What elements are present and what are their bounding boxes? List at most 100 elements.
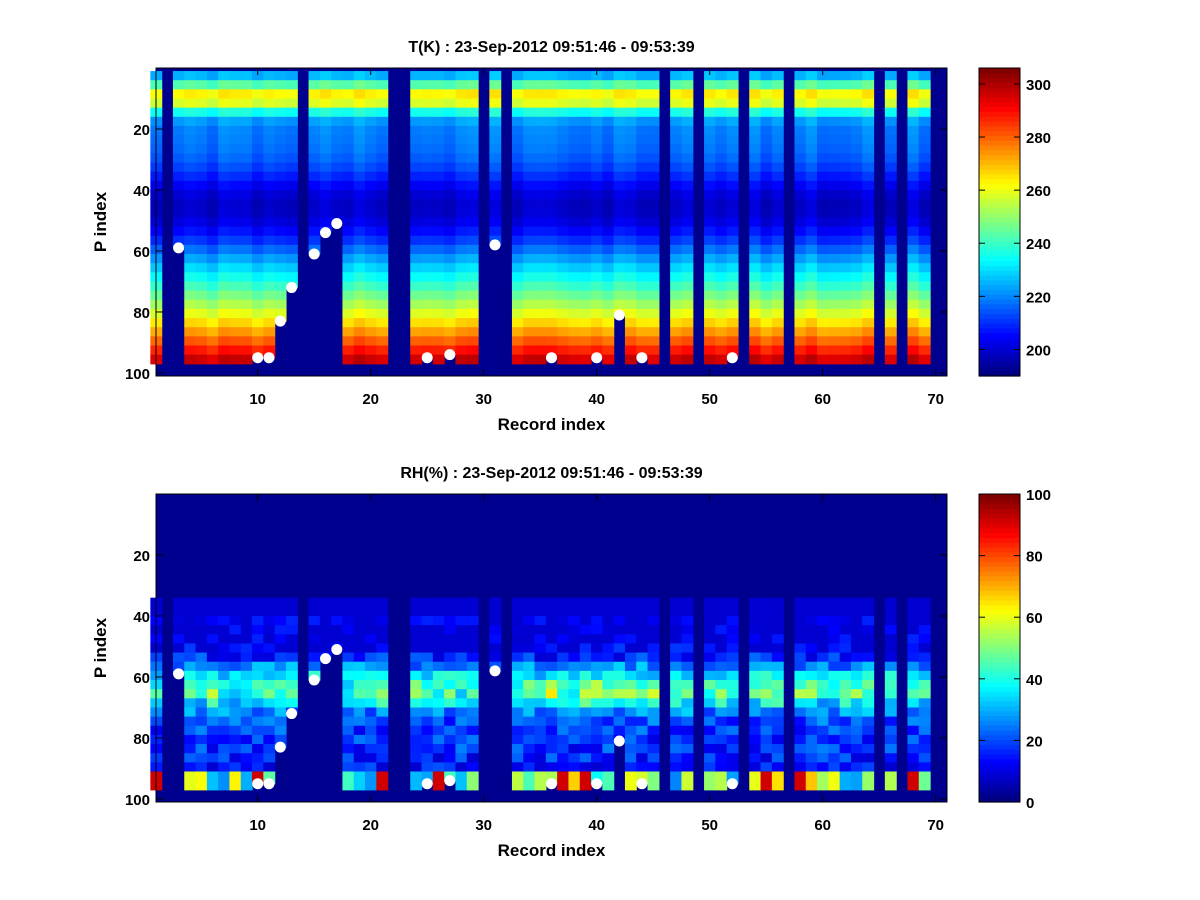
plot-frame	[155, 67, 948, 377]
heatmap-cell	[410, 345, 423, 356]
heatmap-cell	[828, 318, 841, 328]
heatmap-cell	[602, 281, 615, 292]
heatmap-cell	[613, 180, 626, 191]
heatmap-cell	[907, 318, 920, 328]
heatmap-cell	[602, 716, 615, 727]
colorbar-frame	[978, 493, 1021, 803]
heatmap-cell	[376, 661, 389, 672]
heatmap-cell	[252, 725, 264, 736]
heatmap-cell	[579, 71, 592, 81]
heatmap-cell	[602, 780, 615, 791]
heatmap-cell	[534, 107, 547, 118]
heatmap-cell	[839, 80, 852, 90]
heatmap-cell	[534, 281, 547, 292]
heatmap-cell	[557, 318, 570, 328]
heatmap-cell	[229, 318, 242, 328]
heatmap-cell	[794, 689, 807, 699]
heatmap-cell	[285, 180, 298, 191]
heatmap-cell	[624, 171, 637, 182]
colorbar-segment	[979, 154, 1020, 161]
heatmap-cell	[206, 235, 219, 246]
heatmap-cell	[850, 208, 863, 219]
heatmap-cell	[670, 189, 683, 200]
heatmap-cell	[726, 670, 739, 681]
heatmap-cell	[229, 235, 242, 246]
heatmap-cell	[376, 171, 389, 182]
heatmap-cell	[410, 98, 423, 109]
heatmap-cell	[285, 272, 298, 283]
heatmap-cell	[410, 753, 423, 763]
heatmap-cell	[365, 290, 377, 301]
heatmap-cell	[670, 208, 683, 219]
heatmap-cell	[195, 734, 208, 745]
heatmap-cell	[613, 71, 626, 81]
heatmap-cell	[308, 615, 321, 626]
heatmap-cell	[410, 652, 423, 663]
heatmap-cell	[252, 327, 264, 337]
heatmap-cell	[568, 199, 581, 209]
heatmap-cell	[252, 689, 264, 699]
heatmap-cell	[704, 652, 716, 663]
heatmap-cell	[376, 144, 389, 154]
heatmap-cell	[828, 643, 841, 654]
heatmap-cell	[591, 689, 603, 699]
heatmap-cell	[195, 725, 208, 736]
heatmap-cell	[591, 208, 603, 219]
heatmap-cell	[523, 689, 536, 699]
heatmap-cell	[771, 318, 784, 328]
heatmap-cell	[353, 235, 366, 246]
heatmap-cell	[839, 116, 852, 127]
heatmap-cell	[184, 698, 197, 709]
heatmap-cell	[726, 98, 739, 109]
heatmap-cell	[704, 689, 716, 699]
heatmap-cell	[557, 80, 570, 90]
heatmap-cell	[229, 634, 242, 645]
heatmap-cell	[466, 116, 479, 127]
heatmap-cell	[817, 707, 829, 718]
heatmap-cell	[794, 162, 807, 173]
heatmap-cell	[568, 318, 581, 328]
heatmap-cell	[670, 707, 683, 718]
heatmap-cell	[828, 780, 841, 791]
heatmap-cell	[184, 597, 197, 608]
heatmap-cell	[670, 199, 683, 209]
heatmap-cell	[828, 80, 841, 90]
heatmap-cell	[342, 336, 355, 347]
heatmap-cell	[172, 107, 185, 118]
heatmap-cell	[760, 226, 773, 237]
heatmap-cell	[432, 698, 445, 709]
heatmap-cell	[805, 263, 818, 273]
bottom-level-marker	[591, 352, 603, 364]
heatmap-cell	[794, 281, 807, 292]
heatmap-cell	[410, 318, 423, 328]
heatmap-cell	[647, 744, 660, 754]
heatmap-cell	[240, 634, 253, 645]
heatmap-cell	[726, 171, 739, 182]
heatmap-cell	[760, 272, 773, 283]
heatmap-cell	[647, 762, 660, 773]
heatmap-cell	[511, 780, 524, 791]
heatmap-cell	[365, 116, 377, 127]
heatmap-cell	[839, 354, 852, 365]
heatmap-cell	[455, 263, 468, 273]
heatmap-cell	[218, 606, 231, 617]
heatmap-cell	[647, 226, 660, 237]
heatmap-cell	[274, 670, 287, 681]
heatmap-cell	[681, 771, 694, 782]
heatmap-cell	[918, 153, 931, 164]
heatmap-cell	[229, 689, 242, 699]
heatmap-cell	[884, 235, 897, 246]
heatmap-cell	[421, 98, 434, 109]
heatmap-cell	[749, 89, 762, 100]
heatmap-cell	[636, 661, 649, 672]
heatmap-cell	[828, 171, 841, 182]
heatmap-cell	[511, 336, 524, 347]
colorbar-segment	[979, 580, 1020, 587]
colorbar-segment	[979, 571, 1020, 577]
heatmap-cell	[704, 98, 716, 109]
heatmap-cell	[511, 171, 524, 182]
heatmap-cell	[523, 780, 536, 791]
colorbar-segment	[979, 313, 1020, 319]
heatmap-cell	[432, 144, 445, 154]
heatmap-cell	[218, 244, 231, 255]
